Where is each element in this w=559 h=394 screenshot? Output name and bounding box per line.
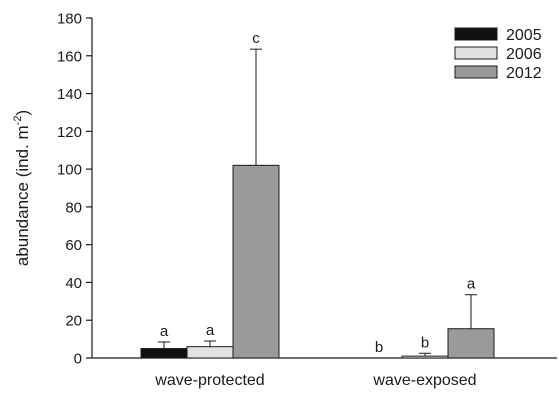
legend-label: 2006 bbox=[506, 46, 542, 63]
significance-letter: a bbox=[467, 276, 476, 293]
y-axis-title-superscript: -2 bbox=[12, 116, 24, 126]
y-axis-label: abundance (ind. m-2) bbox=[12, 110, 32, 266]
bar bbox=[186, 346, 234, 359]
significance-letter: a bbox=[160, 323, 169, 340]
y-tick-label: 100 bbox=[57, 162, 82, 179]
legend-swatch bbox=[454, 65, 498, 79]
legend-label: 2005 bbox=[506, 27, 542, 44]
x-tick-label: wave-exposed bbox=[372, 372, 476, 389]
y-tick-label: 40 bbox=[65, 275, 82, 292]
y-ticks: 0 20 40 60 80 100 120 140 160 180 bbox=[57, 11, 92, 368]
x-tick-labels: wave-protected wave-exposed bbox=[154, 372, 476, 389]
significance-letter: a bbox=[206, 322, 215, 339]
y-tick-label: 20 bbox=[65, 313, 82, 330]
bar bbox=[140, 348, 188, 359]
significance-letters: a a c b b a bbox=[160, 30, 476, 356]
bar bbox=[401, 355, 449, 359]
y-tick-label: 80 bbox=[65, 199, 82, 216]
y-axis-title-main: abundance (ind. m bbox=[13, 125, 32, 266]
legend-swatch bbox=[454, 27, 498, 41]
legend-swatch bbox=[454, 46, 498, 60]
y-tick-label: 0 bbox=[74, 351, 82, 368]
significance-letter: b bbox=[421, 334, 429, 351]
y-tick-label: 60 bbox=[65, 237, 82, 254]
error-bars bbox=[158, 48, 477, 357]
y-tick-label: 160 bbox=[57, 48, 82, 65]
y-tick-label: 180 bbox=[57, 11, 82, 28]
y-tick-label: 120 bbox=[57, 124, 82, 141]
legend-label: 2012 bbox=[506, 65, 542, 82]
y-axis-title: abundance (ind. m-2) bbox=[12, 110, 32, 266]
y-axis-title-suffix: ) bbox=[13, 110, 32, 116]
bars bbox=[140, 164, 495, 359]
legend: 2005 2006 2012 bbox=[454, 27, 542, 82]
y-tick-label: 140 bbox=[57, 86, 82, 103]
bar bbox=[232, 164, 280, 359]
significance-letter: c bbox=[252, 30, 260, 47]
x-tick-label: wave-protected bbox=[154, 372, 264, 389]
significance-letter: b bbox=[375, 339, 383, 356]
bar bbox=[447, 328, 495, 359]
